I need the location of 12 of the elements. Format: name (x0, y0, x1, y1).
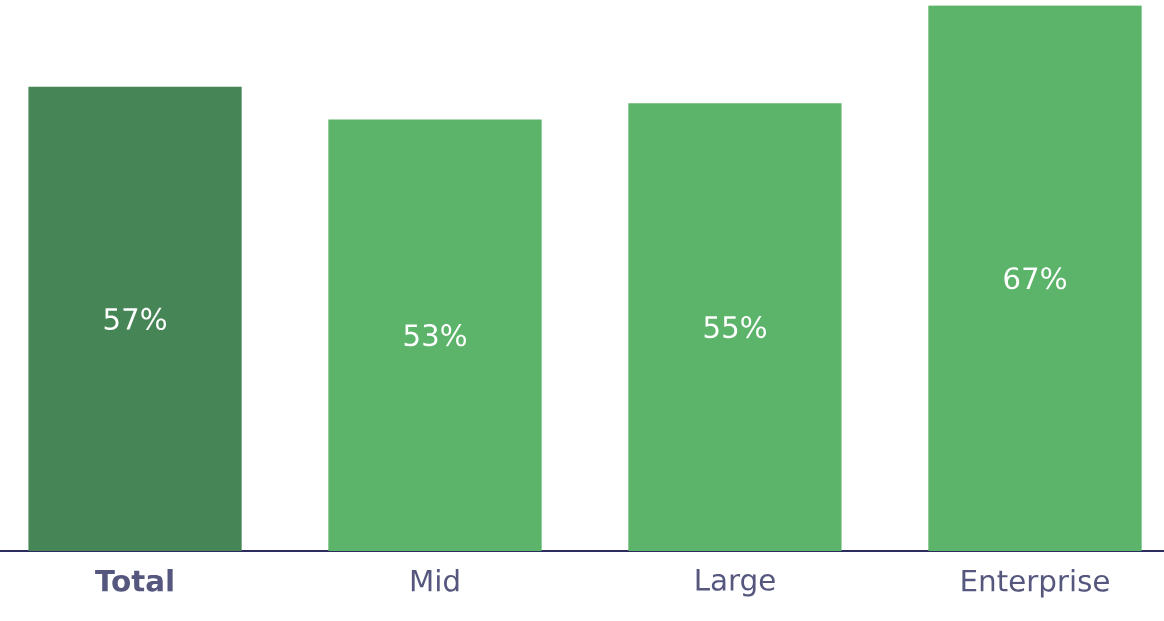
bar (928, 5, 1142, 551)
x-tick-label: Large (696, 569, 775, 597)
x-tick-label: Enterprise (962, 569, 1109, 598)
data-label: 67% (1004, 267, 1066, 290)
data-label: 55% (704, 315, 766, 339)
data-label: 53% (404, 324, 466, 347)
bar (28, 86, 242, 551)
bar (328, 119, 542, 551)
x-tick-label: Total (95, 569, 173, 592)
bar (628, 103, 842, 551)
data-label: 57% (104, 307, 166, 331)
x-tick-label: Mid (411, 569, 459, 592)
